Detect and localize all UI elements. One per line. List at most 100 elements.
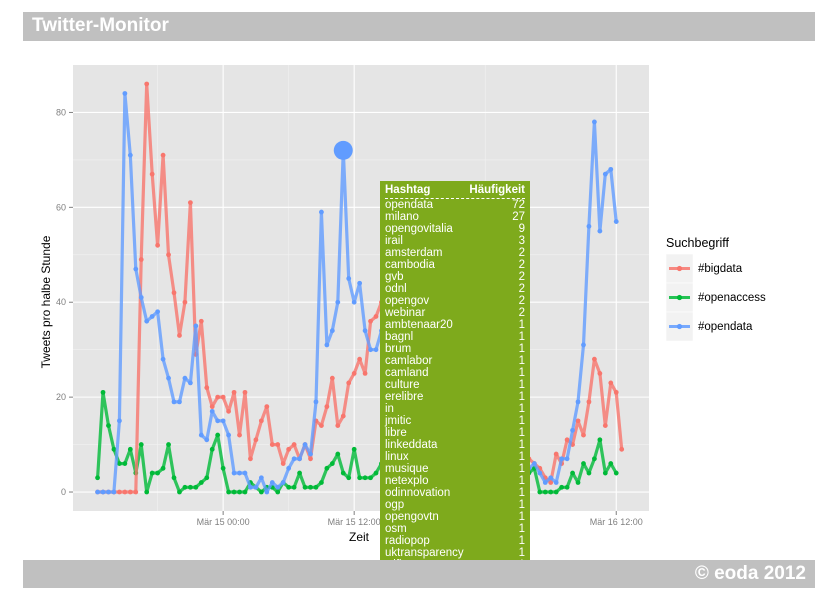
data-point-bigdata[interactable] — [619, 446, 625, 452]
data-point-opendata[interactable] — [602, 171, 608, 177]
data-point-openaccess[interactable] — [368, 475, 373, 481]
data-point-bigdata[interactable] — [291, 442, 297, 447]
data-point-openaccess[interactable] — [237, 489, 242, 495]
data-point-bigdata[interactable] — [548, 480, 554, 485]
data-point-bigdata[interactable] — [160, 152, 166, 158]
data-point-openaccess[interactable] — [117, 461, 122, 466]
data-point-opendata[interactable] — [111, 489, 117, 495]
data-point-bigdata[interactable] — [258, 418, 264, 424]
data-point-openaccess[interactable] — [592, 456, 597, 462]
data-point-openaccess[interactable] — [106, 423, 111, 428]
data-point-opendata[interactable] — [313, 399, 319, 405]
data-point-openaccess[interactable] — [308, 484, 313, 490]
data-point-opendata[interactable] — [351, 299, 357, 305]
data-point-opendata[interactable] — [286, 465, 292, 471]
data-point-opendata[interactable] — [373, 347, 379, 353]
data-point-openaccess[interactable] — [215, 432, 221, 438]
data-point-opendata[interactable] — [242, 470, 248, 476]
data-point-bigdata[interactable] — [248, 456, 253, 462]
data-point-openaccess[interactable] — [548, 489, 554, 495]
data-point-openaccess[interactable] — [231, 489, 237, 495]
data-point-opendata[interactable] — [209, 408, 215, 414]
data-point-bigdata[interactable] — [575, 418, 581, 424]
data-point-opendata[interactable] — [144, 318, 150, 324]
data-point-bigdata[interactable] — [209, 404, 215, 410]
data-point-openaccess[interactable] — [297, 470, 302, 476]
data-point-bigdata[interactable] — [231, 389, 237, 395]
data-point-bigdata[interactable] — [592, 356, 597, 362]
data-point-openaccess[interactable] — [198, 480, 204, 485]
data-point-openaccess[interactable] — [291, 484, 297, 490]
data-point-opendata[interactable] — [171, 399, 177, 405]
data-point-opendata[interactable] — [187, 380, 193, 386]
data-point-openaccess[interactable] — [324, 465, 330, 471]
data-point-opendata[interactable] — [319, 209, 324, 215]
data-point-opendata[interactable] — [177, 399, 182, 405]
data-point-opendata[interactable] — [215, 418, 221, 424]
data-point-opendata[interactable] — [133, 266, 139, 272]
data-point-bigdata[interactable] — [357, 356, 363, 362]
data-point-openaccess[interactable] — [340, 470, 346, 476]
data-point-openaccess[interactable] — [138, 442, 144, 447]
data-point-bigdata[interactable] — [597, 371, 603, 376]
data-point-openaccess[interactable] — [242, 489, 248, 495]
data-point-bigdata[interactable] — [264, 404, 270, 410]
data-point-opendata[interactable] — [548, 475, 554, 481]
data-point-openaccess[interactable] — [209, 446, 215, 452]
data-point-bigdata[interactable] — [226, 408, 232, 414]
data-point-bigdata[interactable] — [215, 394, 221, 400]
data-point-opendata[interactable] — [204, 437, 210, 443]
data-point-bigdata[interactable] — [373, 314, 379, 319]
data-point-openaccess[interactable] — [193, 484, 199, 490]
data-point-opendata[interactable] — [160, 356, 166, 362]
data-point-openaccess[interactable] — [155, 470, 161, 476]
data-point-openaccess[interactable] — [258, 489, 264, 495]
data-point-openaccess[interactable] — [144, 489, 150, 495]
data-point-opendata[interactable] — [581, 342, 586, 348]
data-point-bigdata[interactable] — [613, 389, 619, 395]
data-point-openaccess[interactable] — [362, 475, 368, 481]
data-point-opendata[interactable] — [335, 299, 341, 305]
data-point-openaccess[interactable] — [581, 461, 586, 466]
data-point-bigdata[interactable] — [237, 432, 242, 438]
data-point-opendata[interactable] — [264, 489, 270, 495]
data-point-openaccess[interactable] — [586, 470, 592, 476]
data-point-openaccess[interactable] — [357, 475, 363, 481]
data-point-opendata[interactable] — [117, 418, 122, 424]
data-point-bigdata[interactable] — [586, 399, 592, 405]
data-point-bigdata[interactable] — [122, 489, 128, 495]
data-point-bigdata[interactable] — [553, 451, 559, 457]
data-point-bigdata[interactable] — [346, 380, 352, 386]
data-point-opendata[interactable] — [575, 399, 581, 405]
data-point-opendata[interactable] — [280, 480, 286, 485]
data-point-opendata[interactable] — [231, 470, 237, 476]
data-point-openaccess[interactable] — [602, 470, 608, 476]
data-point-openaccess[interactable] — [351, 446, 357, 452]
data-point-bigdata[interactable] — [602, 423, 608, 428]
data-point-openaccess[interactable] — [226, 489, 232, 495]
data-point-opendata[interactable] — [269, 480, 275, 485]
data-point-openaccess[interactable] — [187, 484, 193, 490]
data-point-bigdata[interactable] — [117, 489, 122, 495]
data-point-opendata[interactable] — [149, 314, 155, 319]
data-point-openaccess[interactable] — [111, 446, 117, 452]
data-point-openaccess[interactable] — [564, 484, 570, 490]
data-point-openaccess[interactable] — [575, 480, 581, 485]
data-point-bigdata[interactable] — [149, 171, 155, 177]
data-point-bigdata[interactable] — [308, 456, 313, 462]
data-point-bigdata[interactable] — [340, 413, 346, 419]
data-point-opendata[interactable] — [258, 475, 264, 481]
data-point-opendata[interactable] — [297, 456, 302, 462]
data-point-opendata[interactable] — [537, 470, 543, 476]
data-point-opendata[interactable] — [559, 456, 565, 462]
data-point-openaccess[interactable] — [373, 470, 379, 476]
data-point-bigdata[interactable] — [177, 333, 182, 338]
data-point-opendata[interactable] — [166, 375, 171, 381]
data-point-opendata[interactable] — [138, 295, 144, 300]
data-point-opendata[interactable] — [586, 223, 592, 229]
data-point-bigdata[interactable] — [581, 432, 586, 438]
data-point-openaccess[interactable] — [100, 389, 106, 395]
data-point-bigdata[interactable] — [220, 394, 226, 400]
data-point-opendata[interactable] — [542, 480, 548, 485]
data-point-openaccess[interactable] — [122, 461, 128, 466]
